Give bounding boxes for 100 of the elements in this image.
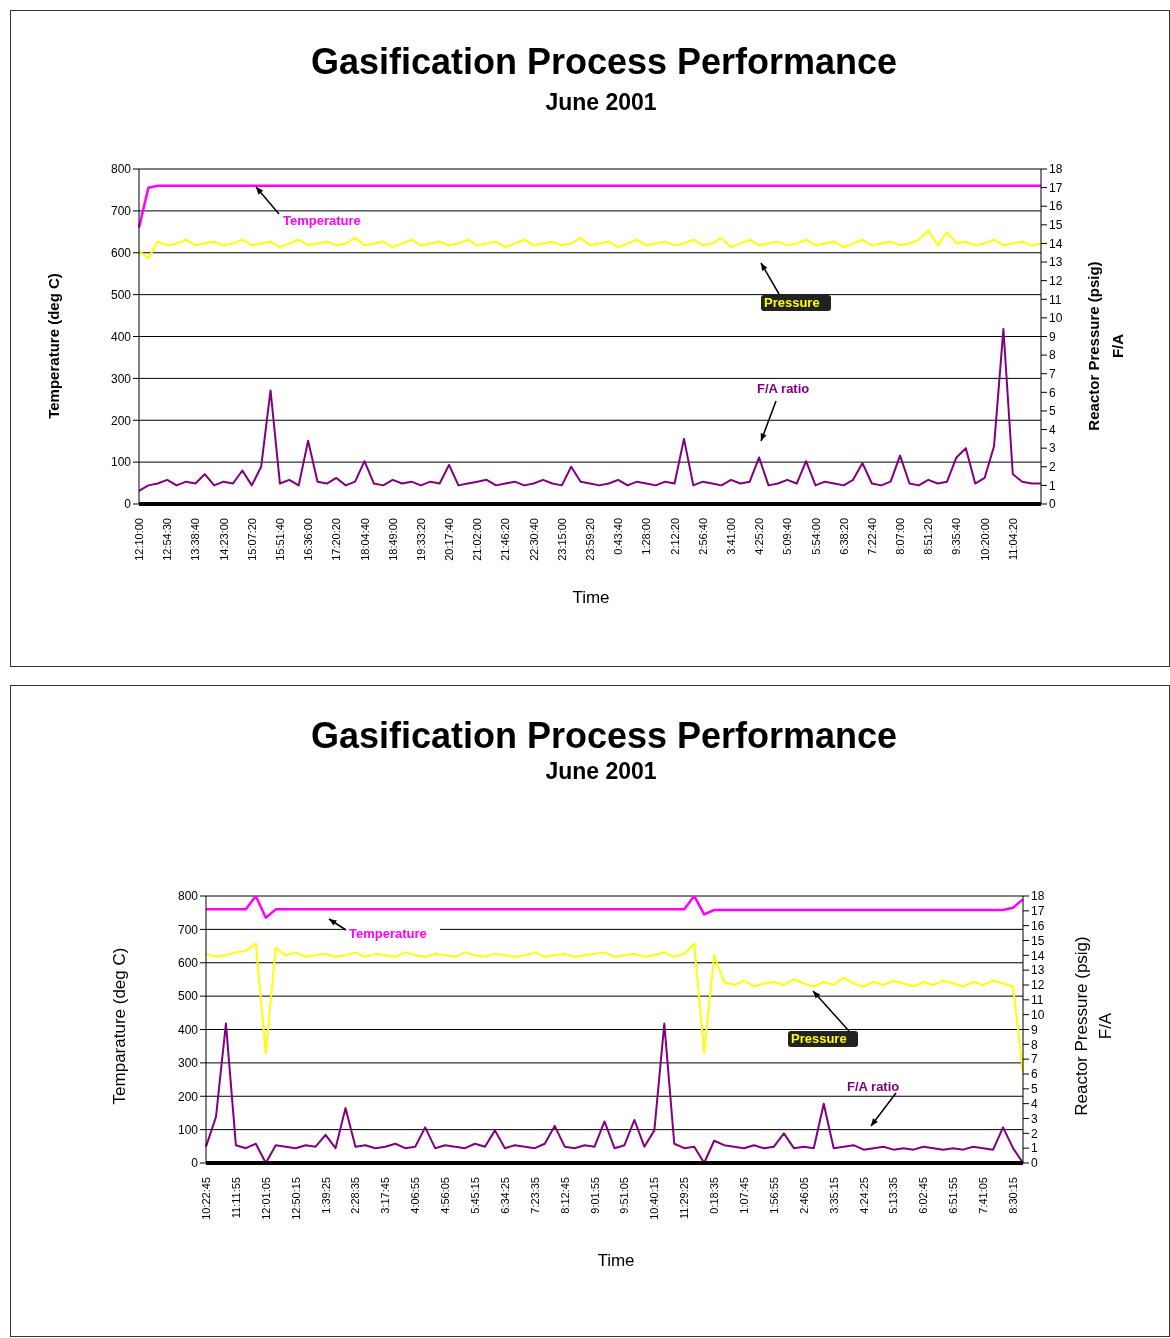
y2-tick-label: 17 [1049,180,1063,195]
x-tick-label: 18:49:00 [386,518,399,561]
y2-tick-label: 2 [1049,460,1056,475]
y-axis-title: Temperature (deg C) [44,273,62,419]
x-tick-label: 20:17:40 [443,518,456,561]
y2-tick-label: 8 [1031,1037,1038,1052]
x-tick-label: 11:11:55 [229,1177,242,1219]
x-tick-label: 5:13:35 [887,1177,900,1214]
text: F/A ratio [757,381,810,396]
y2-tick-label: 10 [1049,311,1063,326]
x-tick-label: 19:33:20 [414,518,427,561]
y2-tick-label: 6 [1031,1067,1038,1082]
x-tick-label: 23:59:20 [584,518,596,561]
chart-title: Gasification Process Performance [310,41,898,83]
x-tick-label: 4:06:55 [409,1177,422,1214]
y2-tick-label: 1 [1049,478,1056,493]
x-tick-label: 7:22:40 [865,518,878,555]
x-tick-label: 14:23:00 [217,518,230,561]
text: Pressure [791,1031,847,1046]
x-tick-label: 4:24:25 [857,1177,870,1214]
y2-axis-title: Reactor Pressure (psig) F/A [1084,261,1126,431]
x-tick-label: 2:28:35 [349,1177,362,1214]
y-tick-label: 0 [124,497,132,512]
x-tick-label: 18:04:40 [358,518,371,561]
y2-tick-label: 2 [1031,1126,1038,1141]
x-tick-label: 1:07:45 [738,1177,751,1214]
x-tick-label: 17:20:20 [330,518,343,561]
x-tick-label: 22:30:40 [527,518,540,561]
x-tick-label: 23:15:00 [555,518,568,561]
x-tick-label: 6:02:45 [917,1177,930,1214]
x-tick-label: 2:46:05 [797,1177,810,1214]
x-tick-label: 7:41:05 [977,1177,990,1214]
y-tick-label: 100 [110,455,132,470]
y2-tick-label: 15 [1049,218,1063,233]
y2-axis-title: Reactor Pressure (psig) F/A [1071,936,1115,1116]
x-tick-label: 3:35:15 [827,1177,840,1214]
y2-tick-label: 7 [1049,366,1056,381]
y-tick-label: 500 [110,287,132,302]
y-axis-title: Temparature (deg C) [109,947,129,1105]
x-tick-label: 1:56:55 [767,1177,780,1214]
x-tick-label: 5:54:00 [809,518,822,555]
x-tick-label: 12:10:00 [133,518,145,561]
y2-tick-label: 13 [1049,255,1063,270]
y-tick-label: 100 [177,1122,199,1137]
x-tick-label: 3:17:45 [379,1177,392,1214]
x-tick-label: 0:18:35 [708,1177,721,1214]
y-tick-label: 700 [110,204,132,219]
x-axis-title: Time [572,588,610,607]
y-tick-label: 800 [177,889,199,904]
chart-subtitle: June 2001 [545,758,657,785]
y-tick-label: 200 [177,1089,199,1104]
x-tick-label: 3:41:00 [724,518,737,555]
x-tick-label: 10:20:00 [978,518,991,561]
x-tick-label: 2:56:40 [696,518,709,555]
x-tick-label: 1:28:00 [640,518,653,555]
x-tick-label: 12:01:05 [259,1177,272,1220]
y-tick-label: 300 [177,1056,199,1071]
y2-tick-label: 1 [1031,1141,1038,1156]
x-tick-label: 10:22:45 [200,1177,212,1220]
y2-tick-label: 15 [1031,933,1045,948]
x-tick-label: 9:51:05 [618,1177,631,1214]
y2-tick-label: 9 [1049,329,1056,344]
y2-tick-label: 8 [1049,348,1056,363]
x-tick-label: 7:23:35 [528,1177,541,1214]
x-tick-label: 4:25:20 [753,518,766,555]
x-tick-label: 6:51:55 [947,1177,960,1214]
x-tick-label: 16:36:00 [302,518,315,561]
y-tick-label: 600 [110,246,132,261]
x-tick-label: 6:38:20 [837,518,850,555]
x-tick-label: 21:02:00 [471,518,484,561]
x-tick-label: 2:12:20 [668,518,681,555]
y2-tick-label: 16 [1031,918,1045,933]
x-tick-label: 15:51:40 [273,518,286,561]
x-tick-label: 6:34:25 [498,1177,511,1214]
y2-tick-label: 4 [1031,1096,1038,1111]
x-tick-label: 12:54:30 [161,518,174,561]
x-tick-label: 1:39:25 [319,1177,332,1214]
x-tick-label: 11:29:25 [678,1177,691,1220]
x-tick-label: 15:07:20 [245,518,258,561]
y2-tick-label: 5 [1031,1082,1038,1097]
y2-tick-label: 12 [1049,273,1063,288]
series-label: Temperature [349,926,427,941]
x-tick-label: 13:38:40 [189,518,202,561]
x-tick-label: 9:35:40 [950,518,963,555]
text: Pressure [764,295,820,310]
y2-tick-label: 18 [1031,889,1045,904]
y-tick-label: 800 [110,162,132,177]
y2-tick-label: 0 [1031,1156,1038,1171]
x-tick-label: 5:09:40 [781,518,794,555]
y2-tick-label: 12 [1031,978,1045,993]
x-tick-label: 4:56:05 [439,1177,452,1214]
y-tick-label: 0 [191,1156,199,1171]
x-tick-label: 10:40:15 [648,1177,661,1220]
y-tick-label: 200 [110,413,132,428]
y-tick-label: 700 [177,922,199,937]
y-tick-label: 500 [177,989,199,1004]
x-axis-title: Time [597,1251,635,1270]
y2-tick-label: 18 [1049,162,1063,177]
y2-tick-label: 10 [1031,1007,1045,1022]
y2-tick-label: 11 [1031,993,1044,1008]
